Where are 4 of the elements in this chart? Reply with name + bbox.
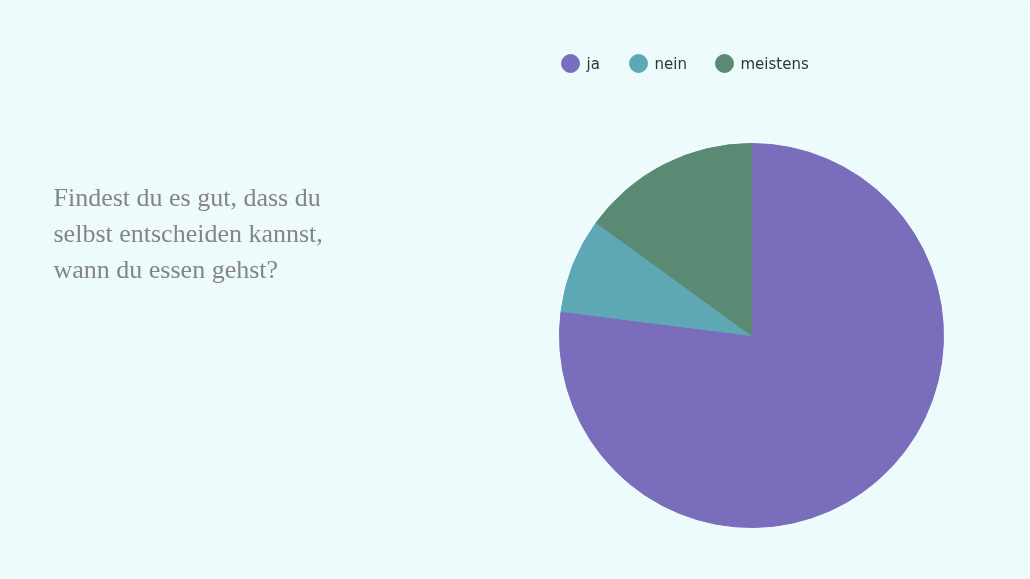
legend-label: ja [585,54,600,73]
legend-label: meistens [740,54,809,73]
legend-label: nein [654,54,687,73]
text: Findest du es gut, dass du selbst entscheiden kannst, wann du essen gehst? [53,182,323,284]
